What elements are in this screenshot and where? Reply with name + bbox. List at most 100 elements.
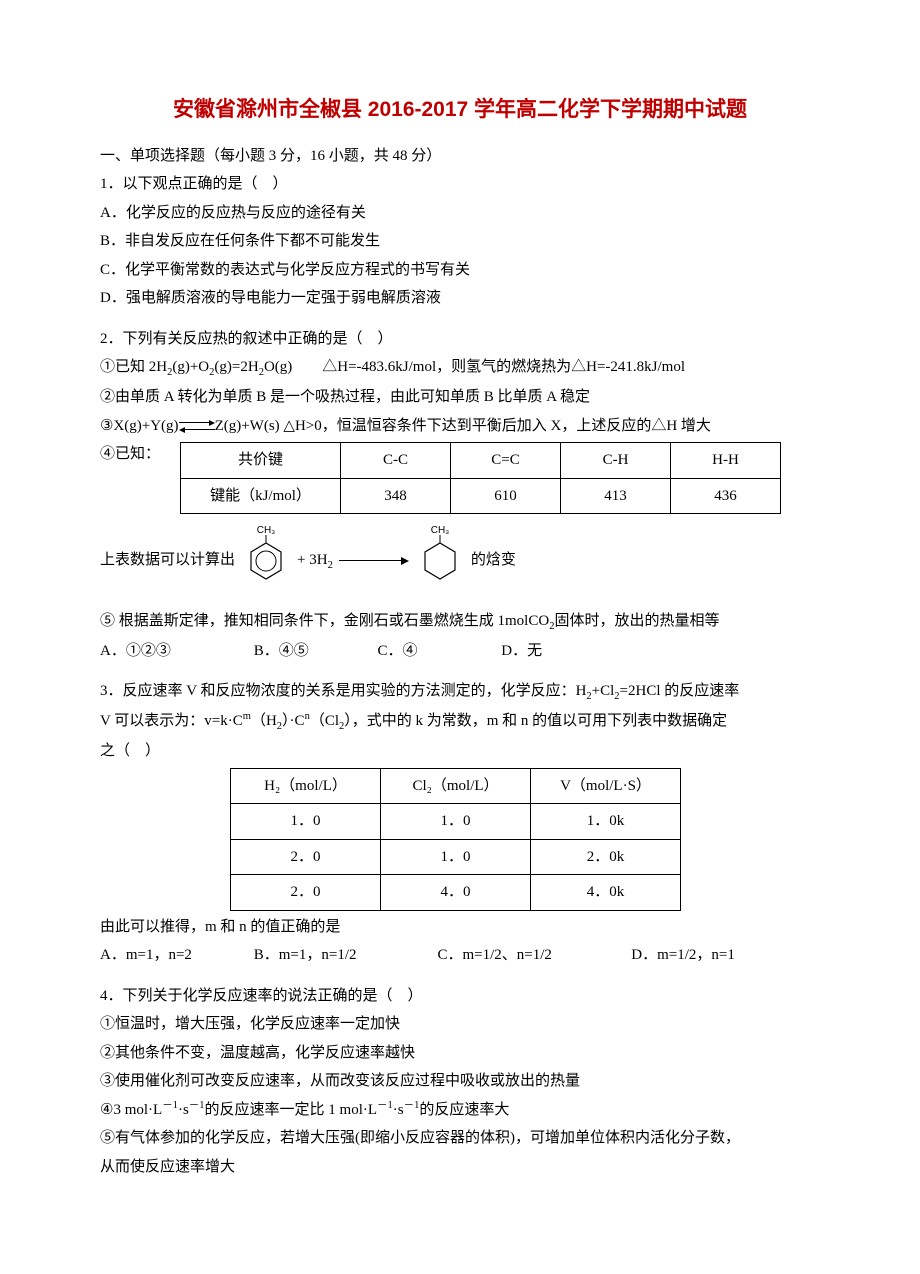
q3-B: B．m=1，n=1/2: [254, 941, 434, 970]
table-cell: 键能（kJ/mol）: [181, 478, 341, 514]
text: （H: [251, 713, 277, 729]
svg-text:CH₃: CH₃: [431, 525, 450, 536]
table-cell: V（mol/L·S）: [531, 768, 681, 804]
q3-data-table: H₂（mol/L） Cl₂（mol/L） V（mol/L·S） 1．0 1．0 …: [230, 768, 681, 911]
table-cell: 1．0k: [531, 804, 681, 840]
text: + 3H2: [297, 546, 333, 576]
q2-C: C．④: [378, 637, 498, 666]
q4-s6: 从而使反应速率增大: [100, 1153, 820, 1182]
q1-A: A．化学反应的反应热与反应的途径有关: [100, 199, 820, 228]
table-row: 1．0 1．0 1．0k: [231, 804, 681, 840]
q2-D: D．无: [501, 637, 542, 666]
table-cell: 610: [451, 478, 561, 514]
text: O(g) △H=-483.6kJ/mol，则氢气的燃烧热为△H=-241.8kJ…: [264, 359, 685, 375]
sup: －1: [162, 1100, 178, 1111]
text: ·s: [393, 1102, 404, 1118]
text: V 可以表示为：v=k·C: [100, 713, 243, 729]
q1-stem: 1．以下观点正确的是（ ）: [100, 170, 820, 199]
text: （Cl: [310, 713, 339, 729]
table-cell: 1．0: [381, 804, 531, 840]
q2-s4-label: ④已知：: [100, 440, 160, 469]
section-header: 一、单项选择题（每小题 3 分，16 小题，共 48 分）: [100, 142, 820, 171]
text: ），式中的 k 为常数，m 和 n 的值以可用下列表中数据确定: [344, 713, 727, 729]
q1-D: D．强电解质溶液的导电能力一定强于弱电解质溶液: [100, 284, 820, 313]
q4-s1: ①恒温时，增大压强，化学反应速率一定加快: [100, 1010, 820, 1039]
table-cell: 2．0: [231, 839, 381, 875]
question-4: 4．下列关于化学反应速率的说法正确的是（ ） ①恒温时，增大压强，化学反应速率一…: [100, 982, 820, 1182]
table-cell: 共价键: [181, 443, 341, 479]
q2-s5: ⑤ 根据盖斯定律，推知相同条件下，金刚石或石墨燃烧生成 1molCO2固体时，放…: [100, 607, 820, 637]
text: 的反应速率大: [419, 1102, 509, 1118]
q3-A: A．m=1，n=2: [100, 941, 250, 970]
q4-stem: 4．下列关于化学反应速率的说法正确的是（ ）: [100, 982, 820, 1011]
text: +Cl: [592, 683, 615, 699]
q1-C: C．化学平衡常数的表达式与化学反应方程式的书写有关: [100, 256, 820, 285]
text: ⑤ 根据盖斯定律，推知相同条件下，金刚石或石墨燃烧生成 1molCO: [100, 613, 549, 629]
table-cell: C-H: [561, 443, 671, 479]
sup: －1: [377, 1100, 393, 1111]
table-cell: C=C: [451, 443, 561, 479]
svg-text:CH₃: CH₃: [257, 525, 276, 536]
q3-stem2: V 可以表示为：v=k·Cm（H2）·Cn（Cl2），式中的 k 为常数，m 和…: [100, 707, 820, 737]
table-cell: 2．0k: [531, 839, 681, 875]
q2-A: A．①②③: [100, 637, 250, 666]
text: + 3H: [297, 552, 328, 568]
q3-stem3: 之（ ）: [100, 737, 820, 766]
table-cell: Cl₂（mol/L）: [381, 768, 531, 804]
q3-C: C．m=1/2、n=1/2: [438, 941, 628, 970]
sup: －1: [189, 1100, 205, 1111]
table-cell: 1．0: [381, 839, 531, 875]
q3-options: A．m=1，n=2 B．m=1，n=1/2 C．m=1/2、n=1/2 D．m=…: [100, 941, 820, 970]
table-row: 2．0 1．0 2．0k: [231, 839, 681, 875]
q4-s4: ④3 mol·L－1·s－1的反应速率一定比 1 mol·L－1·s－1的反应速…: [100, 1096, 820, 1125]
text: ③X(g)+Y(g): [100, 418, 179, 434]
q2-reaction: 上表数据可以计算出 CH₃ + 3H2 CH₃ 的焓变: [100, 524, 820, 597]
table-cell: 4．0: [381, 875, 531, 911]
q2-s4-row: ④已知： 共价键 C-C C=C C-H H-H 键能（kJ/mol） 348 …: [100, 440, 820, 516]
text: ·s: [178, 1102, 189, 1118]
table-cell: 348: [341, 478, 451, 514]
q2-stem: 2．下列有关反应热的叙述中正确的是（ ）: [100, 325, 820, 354]
text: 固体时，放出的热量相等: [554, 613, 719, 629]
text: ④3 mol·L: [100, 1102, 162, 1118]
text: =2HCl 的反应速率: [620, 683, 740, 699]
text: ①已知 2H: [100, 359, 167, 375]
table-cell: 436: [671, 478, 781, 514]
table-row: 共价键 C-C C=C C-H H-H: [181, 443, 781, 479]
sup: m: [243, 711, 251, 722]
q4-s5: ⑤有气体参加的化学反应，若增大压强(即缩小反应容器的体积)，可增加单位体积内活化…: [100, 1124, 820, 1153]
text: 的反应速率一定比 1 mol·L: [205, 1102, 378, 1118]
q2-s1: ①已知 2H2(g)+O2(g)=2H2O(g) △H=-483.6kJ/mol…: [100, 353, 820, 383]
q3-conclusion: 由此可以推得，m 和 n 的值正确的是: [100, 913, 820, 942]
table-row: 键能（kJ/mol） 348 610 413 436: [181, 478, 781, 514]
table-row: 2．0 4．0 4．0k: [231, 875, 681, 911]
sup: －1: [404, 1100, 420, 1111]
table-cell: 1．0: [231, 804, 381, 840]
reaction-arrow-icon: [339, 556, 409, 566]
text: 3．反应速率 V 和反应物浓度的关系是用实验的方法测定的，化学反应：H: [100, 683, 586, 699]
q3-stem1: 3．反应速率 V 和反应物浓度的关系是用实验的方法测定的，化学反应：H2+Cl2…: [100, 677, 820, 707]
q2-B: B．④⑤: [254, 637, 374, 666]
q2-s2: ②由单质 A 转化为单质 B 是一个吸热过程，由此可知单质 B 比单质 A 稳定: [100, 383, 820, 412]
question-3: 3．反应速率 V 和反应物浓度的关系是用实验的方法测定的，化学反应：H2+Cl2…: [100, 677, 820, 969]
q2-s3: ③X(g)+Y(g) Z(g)+W(s) △H>0，恒温恒容条件下达到平衡后加入 …: [100, 412, 820, 441]
q3-D: D．m=1/2，n=1: [631, 941, 735, 970]
question-2: 2．下列有关反应热的叙述中正确的是（ ） ①已知 2H2(g)+O2(g)=2H…: [100, 325, 820, 665]
table-cell: 2．0: [231, 875, 381, 911]
toluene-diagram: CH₃: [241, 524, 291, 597]
text: ）·C: [282, 713, 305, 729]
methylcyclohexane-diagram: CH₃: [415, 524, 465, 597]
q2-options: A．①②③ B．④⑤ C．④ D．无: [100, 637, 820, 666]
text: Z(g)+W(s) △H>0，恒温恒容条件下达到平衡后加入 X，上述反应的△H …: [215, 418, 711, 434]
question-1: 1．以下观点正确的是（ ） A．化学反应的反应热与反应的途径有关 B．非自发反应…: [100, 170, 820, 313]
q1-B: B．非自发反应在任何条件下都不可能发生: [100, 227, 820, 256]
table-cell: 4．0k: [531, 875, 681, 911]
q4-s2: ②其他条件不变，温度越高，化学反应速率越快: [100, 1039, 820, 1068]
q4-s3: ③使用催化剂可改变反应速率，从而改变该反应过程中吸收或放出的热量: [100, 1067, 820, 1096]
text: (g)=2H: [214, 359, 258, 375]
table-cell: H₂（mol/L）: [231, 768, 381, 804]
text: 的焓变: [471, 546, 516, 575]
sub: 2: [328, 560, 333, 571]
table-cell: C-C: [341, 443, 451, 479]
text: 上表数据可以计算出: [100, 546, 235, 575]
